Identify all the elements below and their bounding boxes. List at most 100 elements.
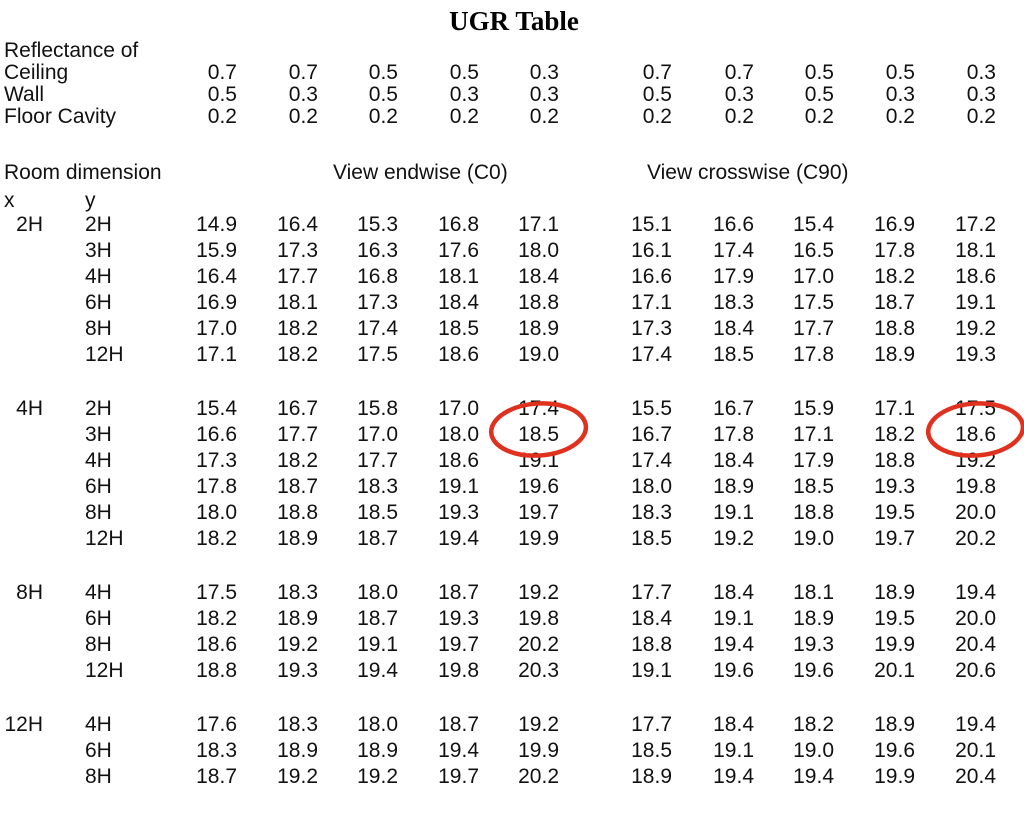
ugr-value-cell: 20.1 [915, 738, 996, 764]
ugr-value-cell: 18.4 [672, 712, 754, 738]
x-dimension-cell [4, 264, 52, 290]
ugr-value-cell: 18.8 [834, 316, 915, 342]
ugr-value-cell: 19.7 [479, 500, 559, 526]
ugr-value-cell: 17.8 [134, 474, 237, 500]
x-dimension-cell [4, 422, 52, 448]
ugr-value-cell: 18.5 [559, 738, 672, 764]
ugr-value-cell: 15.9 [134, 238, 237, 264]
ugr-value: 19.6 [874, 739, 915, 762]
ugr-value: 17.3 [277, 239, 318, 262]
x-dimension-cell [4, 316, 52, 342]
ugr-value-cell: 18.2 [237, 316, 318, 342]
ugr-value: 19.1 [955, 291, 996, 314]
xy-header-row: x y [4, 190, 996, 212]
reflectance-value: 0.2 [642, 105, 672, 128]
ugr-value-cell: 19.9 [479, 526, 559, 552]
ugr-value: 18.3 [631, 501, 672, 524]
ugr-value: 18.0 [357, 713, 398, 736]
reflectance-value: 0.7 [288, 61, 318, 84]
ugr-value: 16.1 [631, 239, 672, 262]
ugr-value: 17.3 [357, 291, 398, 314]
table-row: 12H 18.8 19.3 19.4 19.8 20.3 19.1 19.6 19.6 20.1 2… [4, 658, 996, 684]
ugr-value-cell: 16.4 [134, 264, 237, 290]
ugr-value-cell: 19.3 [915, 342, 996, 368]
reflectance-rows: Ceiling 0.7 0.7 0.5 0.5 0.3 0.7 0.7 0.5 0.5 0.3 Wal… [4, 62, 1024, 128]
table-row: 12H 4H 17.6 18.3 18.0 18.7 19.2 17.7 18.4 18.2 18.… [4, 712, 996, 738]
ugr-value: 18.2 [277, 449, 318, 472]
ugr-value: 19.2 [955, 317, 996, 340]
ugr-value-cell: 18.9 [479, 316, 559, 342]
row-block-12h: 12H 4H 17.6 18.3 18.0 18.7 19.2 17.7 18.4 18.2 18.… [4, 712, 1024, 790]
ugr-value-cell: 18.3 [134, 738, 237, 764]
ugr-value-cell: 19.4 [398, 738, 479, 764]
ugr-value-cell: 15.8 [318, 396, 398, 422]
reflectance-value: 0.3 [724, 83, 754, 106]
ugr-value: 20.0 [955, 501, 996, 524]
ugr-value-cell: 17.4 [559, 342, 672, 368]
ugr-value-cell: 15.4 [754, 212, 834, 238]
row-block-8h: 8H 4H 17.5 18.3 18.0 18.7 19.2 17.7 18.4 18.1 18.9… [4, 580, 1024, 684]
ugr-value: 17.4 [518, 397, 559, 420]
ugr-value: 18.2 [196, 607, 237, 630]
ugr-value-cell: 20.4 [915, 764, 996, 790]
ugr-value: 19.3 [955, 343, 996, 366]
ugr-value-cell: 16.6 [672, 212, 754, 238]
table-row: 3H 15.9 17.3 16.3 17.6 18.0 16.1 17.4 16.5 17.8 18… [4, 238, 996, 264]
y-dimension-cell: 12H [85, 527, 124, 550]
ugr-value: 19.2 [277, 765, 318, 788]
ugr-value-cell: 19.8 [915, 474, 996, 500]
reflectance-value: 0.2 [449, 105, 479, 128]
ugr-value-cell: 16.4 [237, 212, 318, 238]
ugr-table-body: 2H 2H 14.9 16.4 15.3 16.8 17.1 15.1 16.6 15.4 16.9… [4, 212, 1024, 790]
ugr-value: 17.7 [793, 317, 834, 340]
reflectance-section-label-row: Reflectance of [4, 40, 996, 62]
ugr-value-cell: 17.0 [398, 396, 479, 422]
reflectance-row-label: Wall [4, 83, 45, 106]
reflectance-value: 0.2 [288, 105, 318, 128]
ugr-value: 17.4 [631, 343, 672, 366]
ugr-value-cell: 16.8 [318, 264, 398, 290]
ugr-value: 18.6 [438, 343, 479, 366]
table-row: 3H 16.6 17.7 17.0 18.0 18.5 16.7 17.8 17.1 18.2 18… [4, 422, 996, 448]
reflectance-value: 0.2 [368, 105, 398, 128]
y-dimension-cell: 3H [85, 239, 112, 262]
ugr-value: 18.1 [793, 581, 834, 604]
ugr-value: 18.0 [631, 475, 672, 498]
ugr-value-cell: 18.3 [318, 474, 398, 500]
ugr-value: 18.7 [874, 291, 915, 314]
ugr-value-cell: 17.8 [672, 422, 754, 448]
reflectance-value: 0.7 [207, 61, 237, 84]
y-dimension-cell: 8H [85, 633, 112, 656]
ugr-value: 19.4 [438, 739, 479, 762]
ugr-value: 17.4 [357, 317, 398, 340]
row-block-2h: 2H 2H 14.9 16.4 15.3 16.8 17.1 15.1 16.6 15.4 16.9… [4, 212, 1024, 368]
ugr-value-cell: 17.9 [672, 264, 754, 290]
table-row: 4H 2H 15.4 16.7 15.8 17.0 17.4 15.5 16.7 15.9 17.1… [4, 396, 996, 422]
ugr-value-cell: 18.7 [398, 580, 479, 606]
ugr-value-cell: 18.3 [672, 290, 754, 316]
ugr-value-cell: 18.9 [559, 764, 672, 790]
ugr-value: 18.3 [277, 581, 318, 604]
ugr-value: 18.3 [713, 291, 754, 314]
ugr-value-cell: 19.9 [834, 632, 915, 658]
ugr-value: 16.8 [357, 265, 398, 288]
ugr-value-cell: 18.9 [834, 580, 915, 606]
ugr-value-cell: 18.6 [398, 448, 479, 474]
ugr-value: 19.2 [713, 527, 754, 550]
ugr-value: 18.0 [357, 581, 398, 604]
ugr-value: 20.1 [955, 739, 996, 762]
ugr-value-cell: 19.1 [318, 632, 398, 658]
ugr-value: 17.0 [196, 317, 237, 340]
ugr-value: 18.7 [438, 713, 479, 736]
reflectance-value: 0.5 [368, 83, 398, 106]
ugr-value-cell: 16.3 [318, 238, 398, 264]
y-dimension-cell: 4H [85, 449, 112, 472]
ugr-value-cell: 18.2 [134, 526, 237, 552]
ugr-value-cell: 18.3 [237, 712, 318, 738]
ugr-value: 17.1 [631, 291, 672, 314]
y-dimension-cell: 8H [85, 317, 112, 340]
ugr-value-cell: 18.6 [134, 632, 237, 658]
y-dimension-cell: 6H [85, 291, 112, 314]
ugr-value-cell: 20.2 [915, 526, 996, 552]
ugr-value-cell: 19.1 [672, 500, 754, 526]
